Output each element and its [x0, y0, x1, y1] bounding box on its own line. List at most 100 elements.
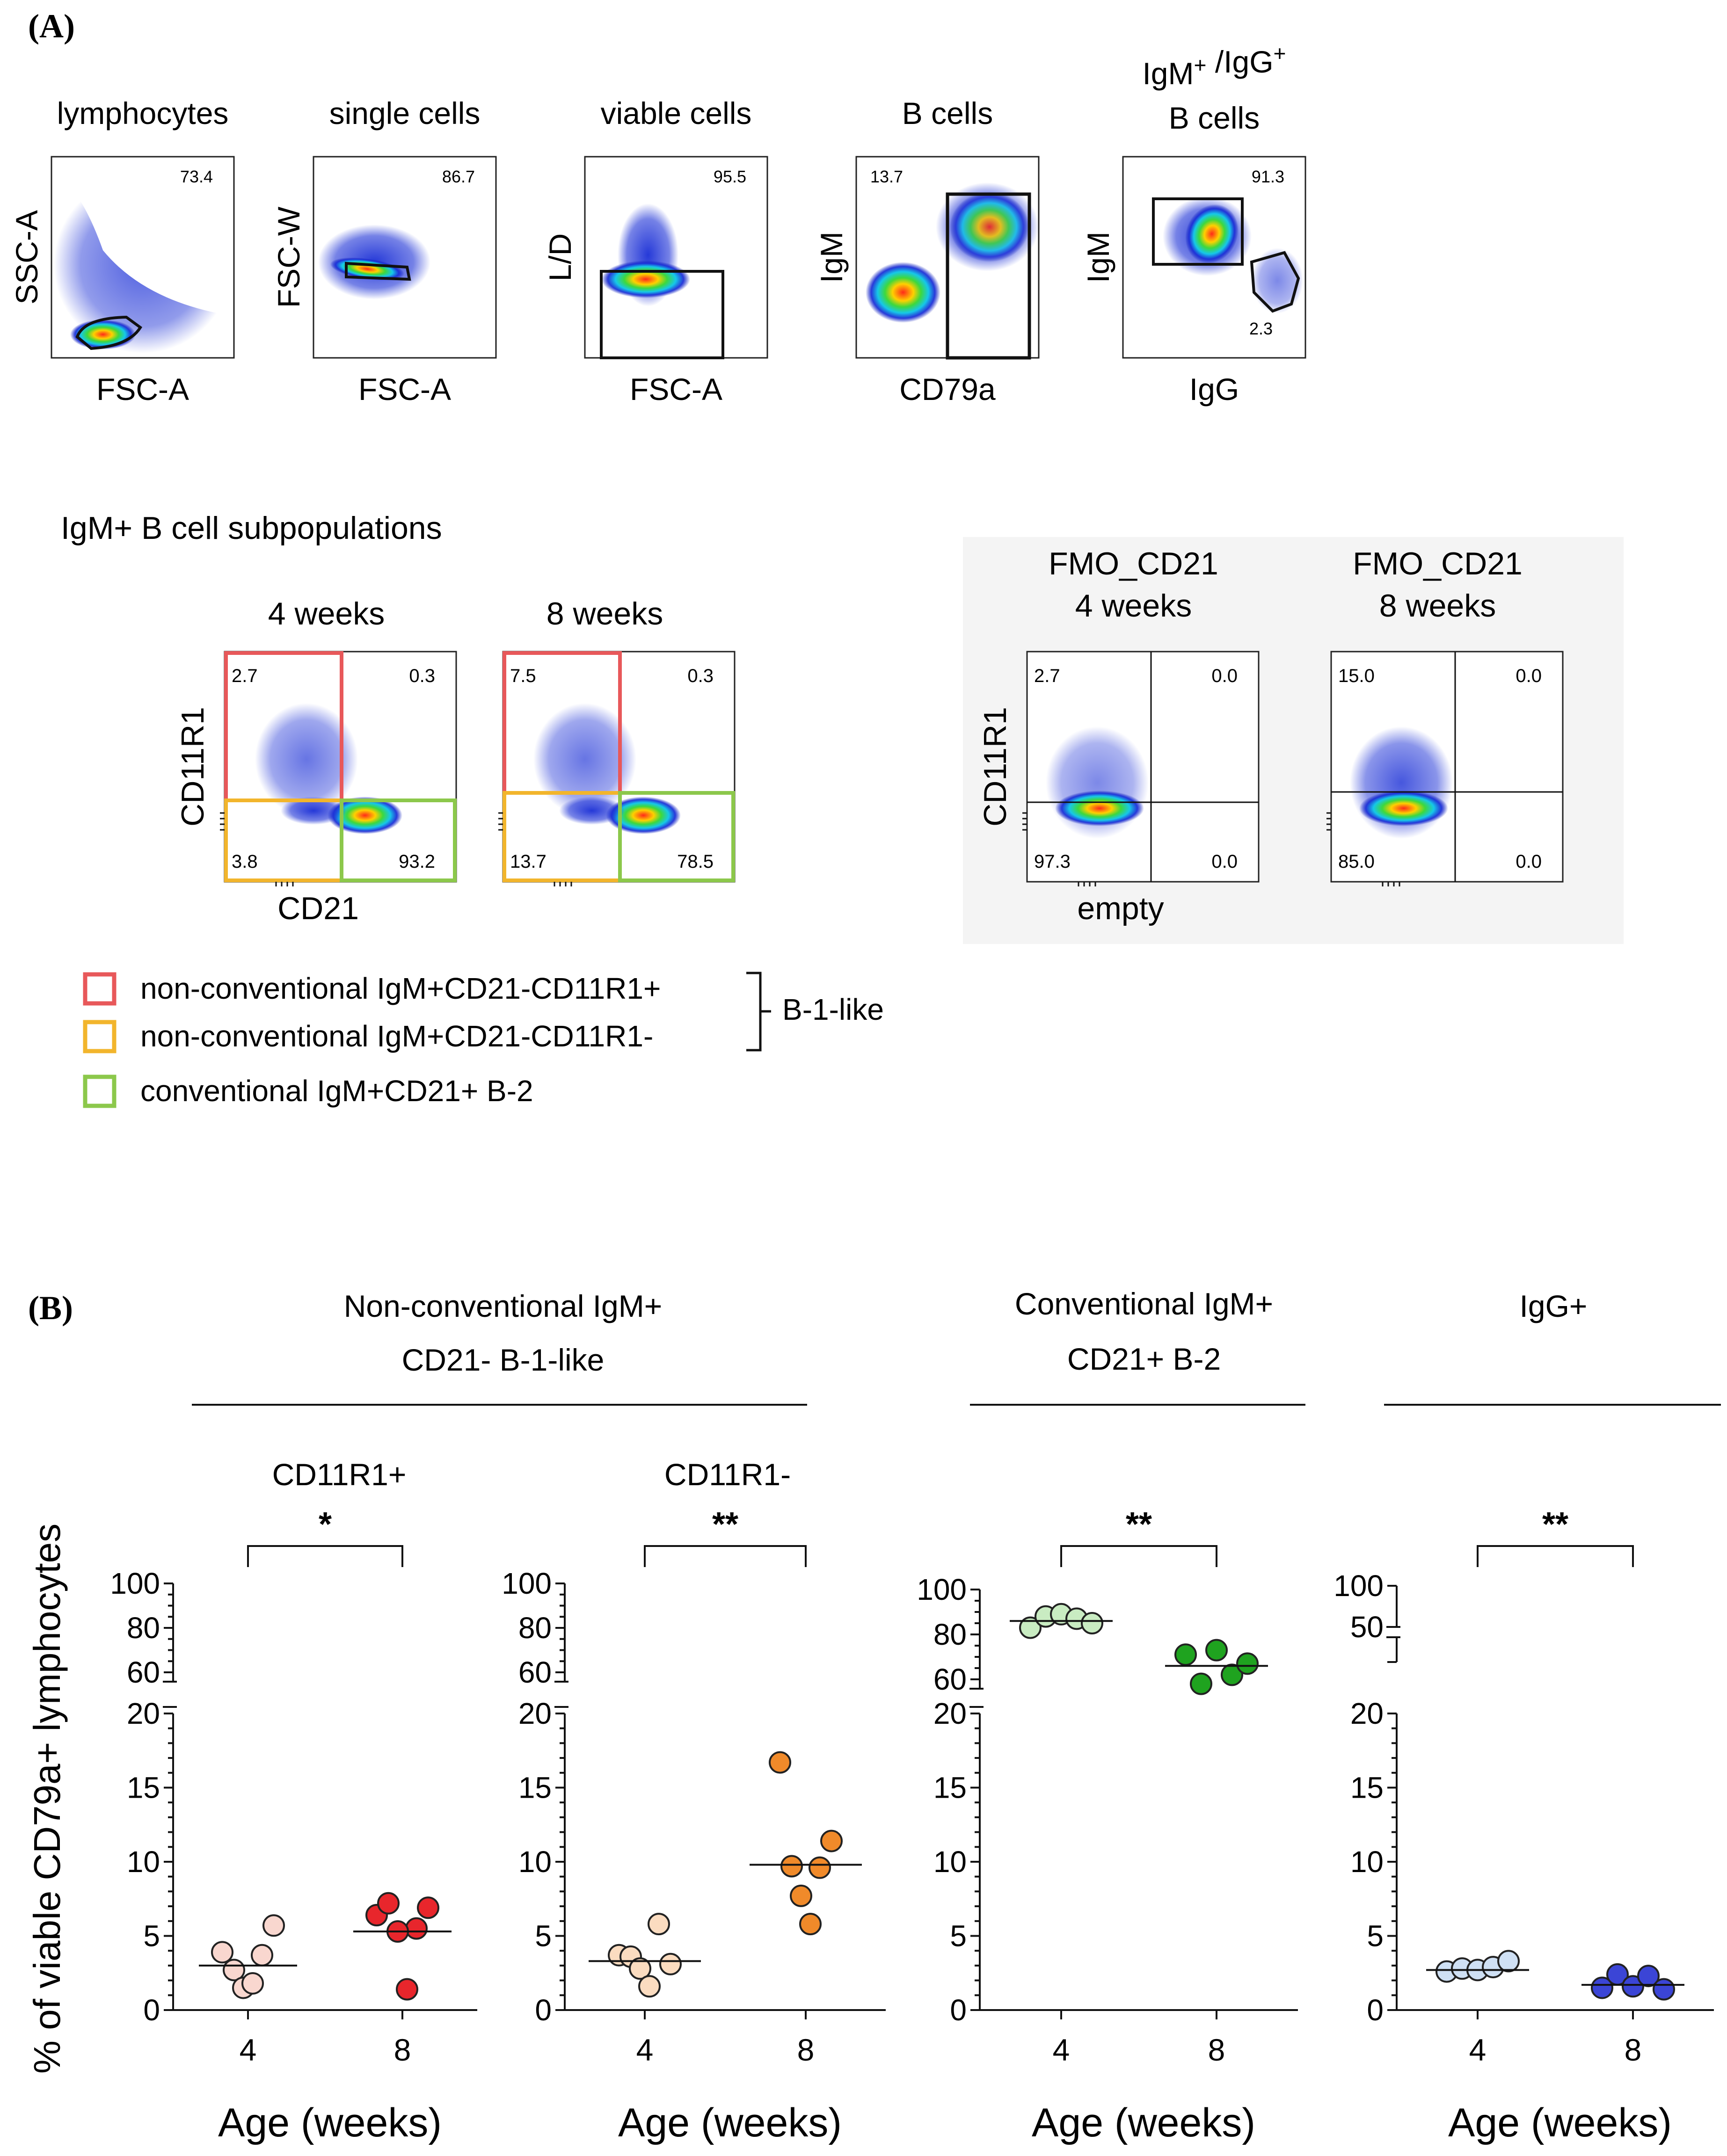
- x-tick-label: 4: [240, 2033, 257, 2067]
- significance-bracket: [644, 1545, 807, 1567]
- data-point: [820, 1829, 843, 1852]
- quadrant-title: 4 weeks: [268, 596, 385, 632]
- quadrant-title-line2: 4 weeks: [1075, 588, 1192, 624]
- y-tick-label: 20: [127, 1697, 160, 1730]
- quadrant-value-lr: 0.0: [1516, 851, 1542, 872]
- gating-y-label: L/D: [543, 233, 577, 282]
- gating-x-label: FSC-A: [630, 372, 722, 407]
- gating-title-line2: B cells: [1169, 101, 1260, 135]
- subtitle-cd11r1-neg: CD11R1-: [664, 1457, 791, 1492]
- y-tick-label: 10: [1350, 1845, 1384, 1879]
- x-tick-label: 8: [394, 2033, 411, 2067]
- gate-percent: 73.4: [180, 167, 213, 186]
- x-axis-label: Age (weeks): [1448, 2100, 1672, 2145]
- group-title-conv-line1: Conventional IgM+: [1015, 1286, 1273, 1321]
- quadrant-value-lr: 78.5: [677, 851, 714, 872]
- gating-y-label: SSC-A: [9, 210, 44, 305]
- gating-y-label: IgM: [1081, 232, 1115, 283]
- quadrant-value-ll: 97.3: [1034, 851, 1071, 872]
- singlet-gate: [345, 261, 411, 281]
- y-tick-label: 80: [518, 1611, 552, 1645]
- y-tick-label: 100: [1334, 1569, 1384, 1603]
- y-tick-label: 15: [518, 1771, 552, 1805]
- gating-plot-2: single cells 86.7 FSC-A FSC-W: [271, 96, 497, 407]
- gate-percent: 13.7: [870, 167, 903, 186]
- significance-bracket: [1060, 1545, 1217, 1567]
- y-tick-label: 100: [502, 1567, 552, 1600]
- group-titles: Non-conventional IgM+ CD21- B-1-like Con…: [192, 1286, 1721, 1492]
- data-point: [1497, 1950, 1520, 1973]
- y-tick-label: 5: [1367, 1919, 1384, 1953]
- y-tick-label: 5: [143, 1919, 160, 1953]
- axis-break: [554, 1681, 568, 1708]
- gating-strategy-row: lymphocytes 73.4 FSC-A SSC-A single cells 86.…: [9, 41, 1306, 407]
- y-tick-label: 5: [950, 1919, 967, 1953]
- gate-cd21-pos: [618, 791, 735, 882]
- x-tick-label: 8: [797, 2033, 815, 2067]
- y-tick-label: 0: [535, 1993, 552, 2027]
- data-point: [251, 1944, 273, 1967]
- y-tick-label: 50: [1350, 1610, 1384, 1644]
- gate-legend: non-conventional IgM+CD21-CD11R1+ non-co…: [83, 972, 884, 1108]
- data-point: [790, 1884, 812, 1907]
- igg-gate: [1250, 251, 1300, 313]
- y-axis-label: % of viable CD79a+ lymphocytes: [26, 1524, 68, 2074]
- data-point: [769, 1751, 791, 1774]
- data-point: [396, 1978, 418, 2001]
- quadrant-title: 8 weeks: [547, 596, 663, 632]
- data-point: [1019, 1616, 1042, 1639]
- gating-plot-4: B cells 13.7 CD79a IgM: [814, 96, 1040, 407]
- quadrant-value-ll: 13.7: [510, 851, 547, 872]
- data-point: [659, 1953, 682, 1975]
- igg-cloud: [1252, 248, 1303, 313]
- quadrant-y-label: CD11R1: [977, 707, 1013, 827]
- subpopulation-title: IgM+ B cell subpopulations: [61, 510, 442, 546]
- gating-y-label: FSC-W: [271, 206, 306, 308]
- y-tick-label: 20: [518, 1697, 552, 1730]
- significance-marker: **: [1126, 1506, 1152, 1543]
- data-point: [1190, 1672, 1212, 1695]
- density-core: [70, 319, 136, 349]
- x-tick-label: 4: [1469, 2033, 1487, 2067]
- group-title-nonconv-line1: Non-conventional IgM+: [344, 1289, 663, 1323]
- b-cell-gate: [946, 192, 1031, 360]
- data-point: [780, 1855, 803, 1878]
- data-point: [1221, 1663, 1243, 1686]
- x-axis-label: Age (weeks): [618, 2100, 842, 2145]
- quadrant-value-lr: 0.0: [1211, 851, 1238, 872]
- gating-title-line1: IgM+ /IgG+: [1142, 41, 1286, 91]
- y-tick-label: 15: [1350, 1771, 1384, 1805]
- significance-marker: **: [1542, 1506, 1568, 1543]
- data-point: [638, 1975, 661, 1998]
- igm-gate: [1152, 197, 1244, 266]
- quadrant-value-ul: 15.0: [1338, 666, 1375, 686]
- density-core: [601, 261, 690, 298]
- gating-plot-1: lymphocytes 73.4 FSC-A SSC-A: [9, 96, 235, 407]
- legend-text-red: non-conventional IgM+CD21-CD11R1+: [140, 972, 661, 1005]
- gating-x-label: FSC-A: [96, 372, 189, 407]
- y-tick-label: 10: [518, 1845, 552, 1879]
- data-point: [629, 1957, 651, 1980]
- axis-break: [1386, 1626, 1400, 1638]
- gating-title: lymphocytes: [57, 96, 229, 131]
- gate-cd21-pos: [340, 799, 457, 882]
- gate-percent-secondary: 2.3: [1249, 319, 1273, 338]
- panel-b-label: (B): [28, 1289, 73, 1327]
- density-cloud: [54, 175, 232, 353]
- y-tick-label: 80: [127, 1611, 160, 1645]
- data-point: [262, 1914, 285, 1937]
- data-point: [211, 1941, 233, 1964]
- data-point: [1205, 1639, 1228, 1662]
- viable-gate: [600, 270, 724, 359]
- quadrant-value-ul: 2.7: [232, 666, 258, 686]
- quadrant-value-ll: 3.8: [232, 851, 258, 872]
- y-tick-label: 60: [518, 1655, 552, 1689]
- group-title-conv-line2: CD21+ B-2: [1067, 1342, 1221, 1376]
- legend-text-orange: non-conventional IgM+CD21-CD11R1-: [140, 1019, 653, 1053]
- y-tick-label: 0: [143, 1993, 160, 2027]
- gating-title: B cells: [902, 96, 993, 131]
- cd21-quadrant-plots: 4 weeks 2.7 0.3 3.8 93.2 CD21 CD11R1 8 weeks 7.5…: [175, 546, 1564, 926]
- density-cloud: [255, 703, 358, 815]
